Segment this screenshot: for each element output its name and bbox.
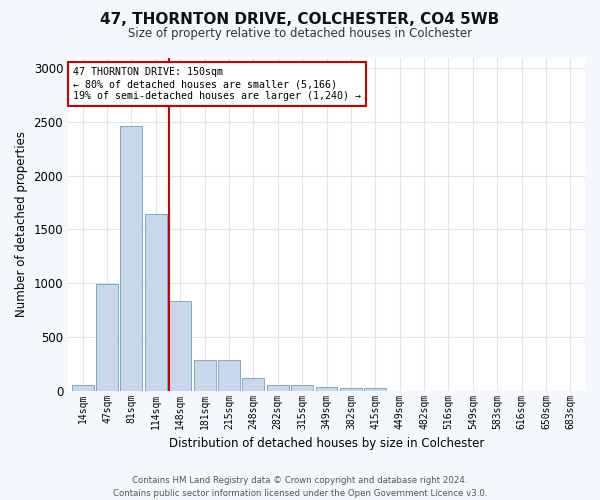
Bar	[364, 388, 386, 390]
Bar	[267, 384, 289, 390]
Bar	[194, 360, 215, 390]
Text: 47, THORNTON DRIVE, COLCHESTER, CO4 5WB: 47, THORNTON DRIVE, COLCHESTER, CO4 5WB	[100, 12, 500, 28]
Bar	[316, 388, 337, 390]
Bar	[291, 384, 313, 390]
Y-axis label: Number of detached properties: Number of detached properties	[15, 131, 28, 317]
Bar	[96, 284, 118, 391]
Bar	[121, 126, 142, 390]
Bar	[169, 302, 191, 390]
Bar	[71, 384, 94, 390]
Bar	[218, 360, 240, 390]
X-axis label: Distribution of detached houses by size in Colchester: Distribution of detached houses by size …	[169, 437, 484, 450]
Bar	[242, 378, 265, 390]
Text: 47 THORNTON DRIVE: 150sqm
← 80% of detached houses are smaller (5,166)
19% of se: 47 THORNTON DRIVE: 150sqm ← 80% of detac…	[73, 68, 361, 100]
Bar	[145, 214, 167, 390]
Text: Size of property relative to detached houses in Colchester: Size of property relative to detached ho…	[128, 28, 472, 40]
Bar	[340, 388, 362, 390]
Text: Contains HM Land Registry data © Crown copyright and database right 2024.
Contai: Contains HM Land Registry data © Crown c…	[113, 476, 487, 498]
